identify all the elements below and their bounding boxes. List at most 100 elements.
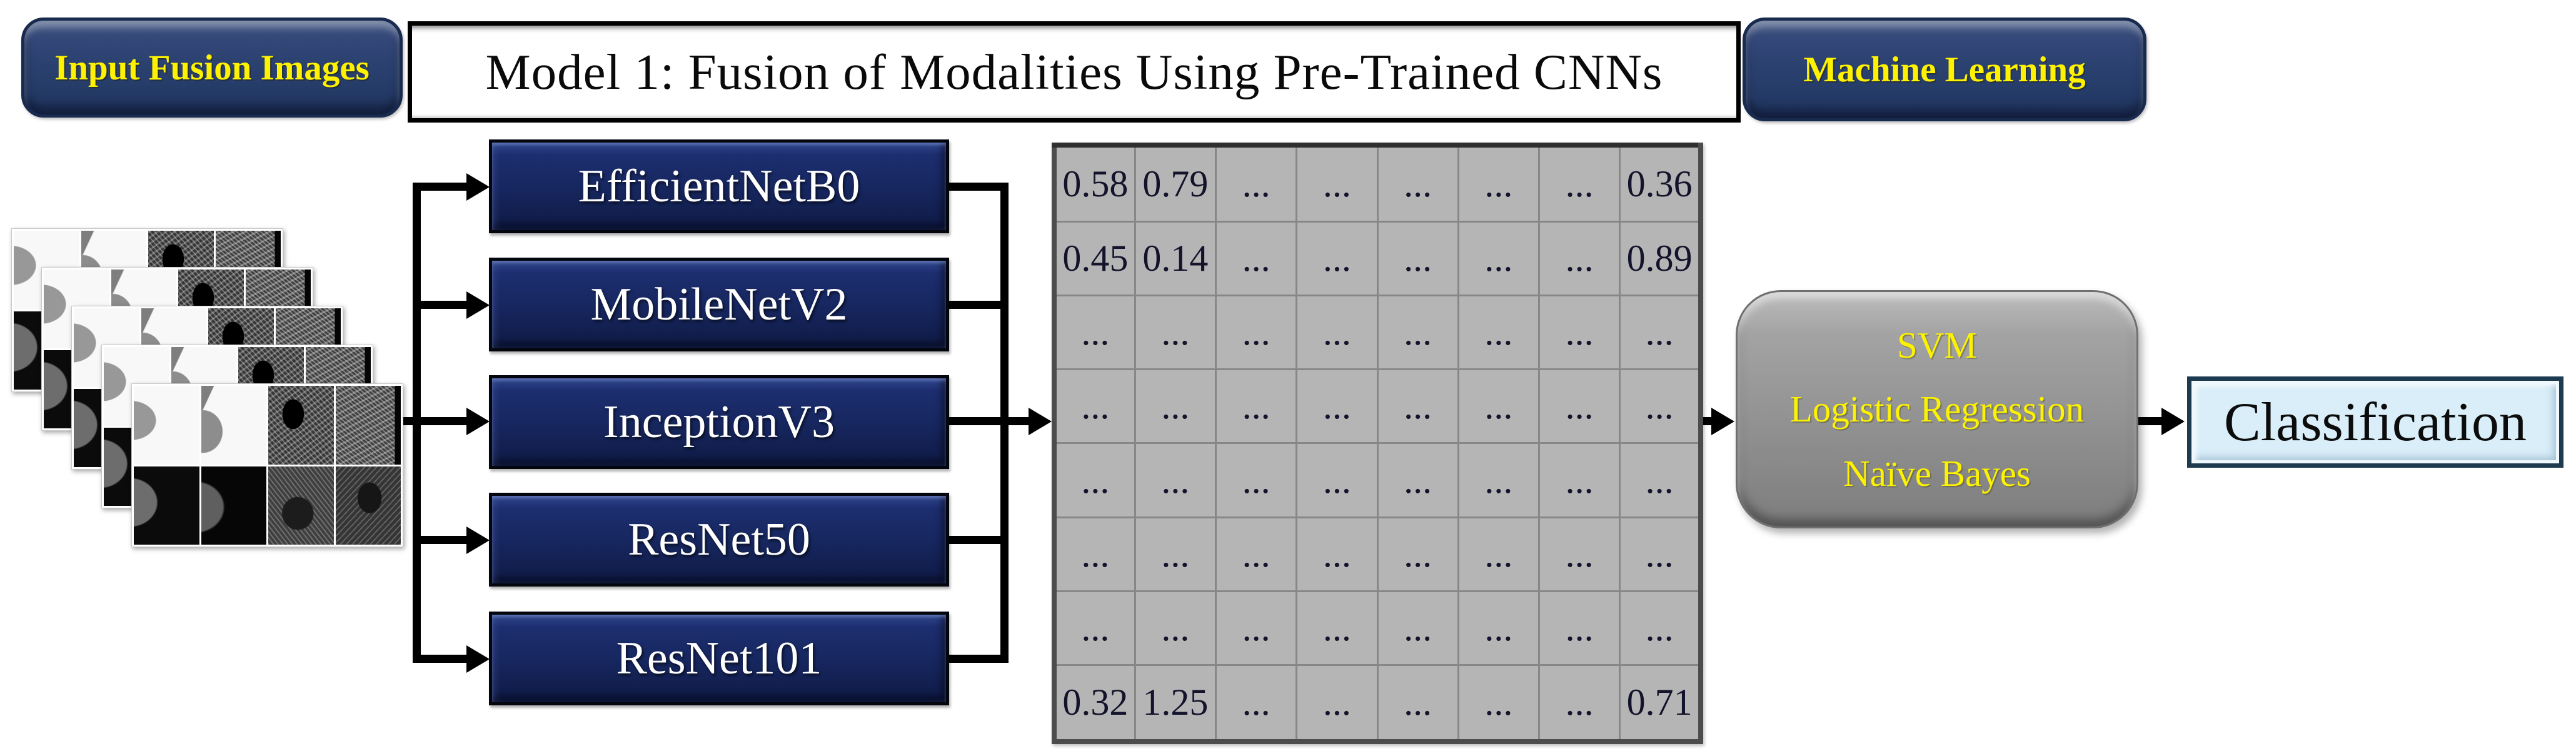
merge-line [949,417,1009,425]
feature-matrix-table: 0.58 0.79............... 0.36 0.45 0.14.....… [1052,143,1703,744]
matrix-output-line [1703,417,1713,425]
matrix-cell: ... [1457,442,1541,518]
arrowhead-into-inceptionv3 [466,408,490,435]
cnn-box-resnet50: ResNet50 [489,493,949,587]
ml-classifier-naive-bayes: Naïve Bayes [1843,452,2031,494]
matrix-row: ........................ [1053,295,1702,371]
arrowhead-into-efficientnetb0 [466,173,490,201]
cnn-box-inceptionv3: InceptionV3 [489,375,949,469]
matrix-cell: ... [1376,590,1459,667]
branch-line [413,536,469,544]
matrix-cell: ... [1296,664,1379,743]
matrix-cell: ... [1619,590,1702,667]
matrix-cell: ... [1053,590,1136,667]
matrix-cell: 0.71 [1619,664,1702,743]
matrix-cell: ... [1457,516,1541,592]
matrix-cell: ... [1457,144,1541,223]
matrix-cell: 0.45 [1053,220,1136,297]
matrix-cell: ... [1376,295,1459,371]
medical-image-tile [335,386,401,465]
matrix-cell: ... [1214,442,1298,518]
matrix-cell: ... [1134,516,1217,592]
matrix-cell: ... [1053,442,1136,518]
matrix-cell: 0.14 [1134,220,1217,297]
cnn-box-mobilenetv2: MobileNetV2 [489,258,949,351]
matrix-cell: 0.89 [1619,220,1702,297]
merge-line [949,301,1009,309]
cnn-label: MobileNetV2 [590,278,848,330]
matrix-cell: 0.58 [1053,144,1136,223]
matrix-cell: ... [1376,220,1459,297]
features-line [1000,417,1030,425]
matrix-cell: 0.32 [1053,664,1136,743]
matrix-row: ........................ [1053,590,1702,667]
matrix-cell: ... [1214,295,1298,371]
matrix-cell: ... [1619,442,1702,518]
machine-learning-badge: Machine Learning [1743,18,2146,121]
machine-learning-label: Machine Learning [1803,49,2086,89]
cnn-label: InceptionV3 [603,396,835,448]
classification-label: Classification [2224,391,2527,453]
matrix-cell: ... [1296,516,1379,592]
merge-line [949,536,1009,544]
matrix-cell: ... [1296,295,1379,371]
input-images-stack [11,228,416,553]
cnn-box-resnet101: ResNet101 [489,612,949,705]
matrix-cell: 1.25 [1134,664,1217,743]
matrix-cell: ... [1053,368,1136,445]
matrix-cell: ... [1376,516,1459,592]
matrix-cell: ... [1537,664,1621,743]
medical-image-tile [134,466,199,545]
matrix-cell: 0.36 [1619,144,1702,223]
arrowhead-into-matrix [1029,408,1052,435]
matrix-cell: ... [1214,516,1298,592]
matrix-cell: ... [1537,295,1621,371]
matrix-cell: ... [1134,442,1217,518]
arrowhead-into-ml-box [1711,408,1734,435]
matrix-cell: ... [1537,144,1621,223]
matrix-row: ........................ [1053,516,1702,592]
medical-image-tile [134,386,199,465]
matrix-cell: ... [1214,220,1298,297]
matrix-cell: ... [1134,590,1217,667]
matrix-cell: ... [1457,220,1541,297]
input-fusion-images-badge: Input Fusion Images [21,18,403,118]
merge-line [949,655,1009,663]
matrix-row: 0.58 0.79............... 0.36 [1053,144,1702,223]
matrix-cell: ... [1619,295,1702,371]
matrix-cell: ... [1296,590,1379,667]
arrowhead-into-resnet101 [466,645,490,673]
matrix-cell: ... [1376,442,1459,518]
matrix-row: 0.45 0.14............... 0.89 [1053,220,1702,297]
matrix-cell: ... [1537,516,1621,592]
medical-image-tile [201,466,266,545]
matrix-cell: ... [1214,590,1298,667]
ml-classifier-logistic-regression: Logistic Regression [1789,388,2085,430]
medical-image-tile [335,466,401,545]
ml-output-line [2138,417,2163,425]
fusion-image-card [131,383,403,547]
matrix-cell: ... [1296,368,1379,445]
matrix-cell: ... [1134,295,1217,371]
matrix-cell: ... [1537,590,1621,667]
medical-image-tile [201,386,266,465]
cnn-box-efficientnetb0: EfficientNetB0 [489,139,949,233]
matrix-cell: ... [1053,516,1136,592]
matrix-cell: ... [1296,442,1379,518]
matrix-cell: ... [1537,368,1621,445]
matrix-cell: ... [1457,295,1541,371]
ml-classifier-svm: SVM [1897,325,1977,366]
matrix-cell: ... [1537,442,1621,518]
classification-box: Classification [2187,376,2563,468]
input-fusion-images-label: Input Fusion Images [54,48,370,88]
matrix-cell: ... [1457,590,1541,667]
cnn-label: EfficientNetB0 [578,160,860,212]
matrix-cell: ... [1619,516,1702,592]
matrix-row: ........................ [1053,368,1702,445]
matrix-row: ........................ [1053,442,1702,518]
arrowhead-into-resnet50 [466,527,490,554]
arrowhead-into-mobilenetv2 [466,291,490,319]
ml-classifiers-box: SVM Logistic Regression Naïve Bayes [1736,290,2138,528]
branch-line [413,655,469,663]
